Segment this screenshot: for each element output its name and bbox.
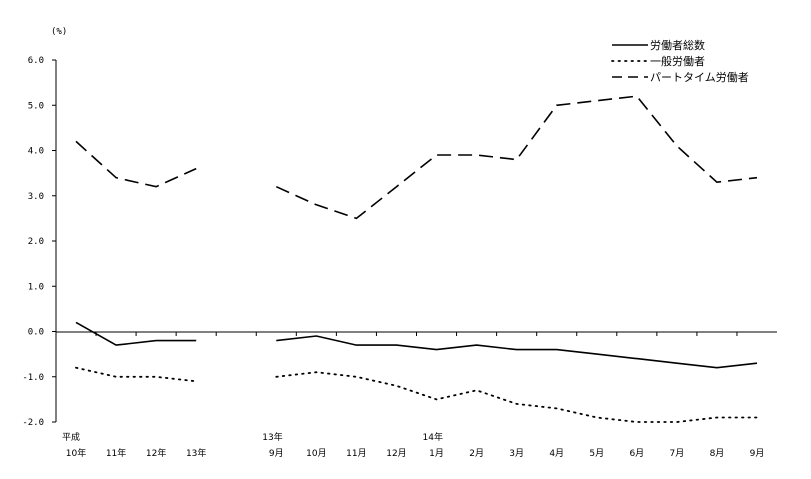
x-label: 6月 (629, 448, 644, 459)
x-label: 12年 (146, 447, 166, 459)
y-tick-label: 4.0 (28, 147, 44, 157)
x-label: 7月 (670, 448, 685, 459)
x-label: 9月 (750, 448, 765, 459)
series-line-0 (276, 335, 758, 369)
x-label: 3月 (509, 448, 524, 459)
y-tick-label: -2.0 (22, 418, 44, 428)
legend-label-1: 一般労働者 (650, 54, 705, 68)
series-line-2 (275, 95, 758, 220)
y-tick-label: 5.0 (28, 101, 44, 111)
series-line-1 (75, 366, 198, 383)
y-tick-label: 2.0 (28, 237, 44, 247)
x-label: 9月 (269, 448, 284, 459)
y-tick-label: 3.0 (28, 192, 44, 202)
y-ticks: 6.0 5.0 4.0 3.0 2.0 1.0 0.0 -1.0 -2.0 (22, 56, 56, 428)
series-lines (75, 95, 758, 423)
series-line-2 (75, 140, 197, 188)
x-label-top: 平成 (62, 431, 80, 443)
x-label: 13年 (186, 447, 206, 459)
x-label: 11年 (106, 447, 126, 459)
y-tick-label: -1.0 (22, 373, 44, 383)
series-line-0 (75, 321, 197, 346)
x-label: 4月 (549, 448, 564, 459)
y-tick-label: 6.0 (28, 56, 44, 66)
x-label: 2月 (469, 448, 484, 459)
x-label: 12月 (386, 448, 406, 459)
unit-label: (%) (51, 27, 67, 37)
x-label: 10年 (66, 447, 86, 459)
x-label: 10月 (306, 448, 326, 459)
x-label: 5月 (589, 448, 604, 459)
legend-label-0: 労働者総数 (650, 38, 705, 52)
x-label-top: 13年 (262, 431, 282, 443)
legend-label-2: パートタイム労働者 (650, 70, 749, 84)
series-line-1 (275, 371, 758, 423)
y-tick-label: 1.0 (28, 282, 44, 292)
x-label: 11月 (346, 448, 366, 459)
x-label-top: 14年 (423, 431, 443, 443)
x-label: 1月 (429, 448, 444, 459)
y-tick-label: 0.0 (28, 328, 44, 338)
x-labels: 平成 10年 11年 12年 13年 13年 9月 10月 11月 12月 14年 1月 2月 3月 4月 5… (62, 332, 764, 459)
x-label: 8月 (710, 448, 725, 459)
